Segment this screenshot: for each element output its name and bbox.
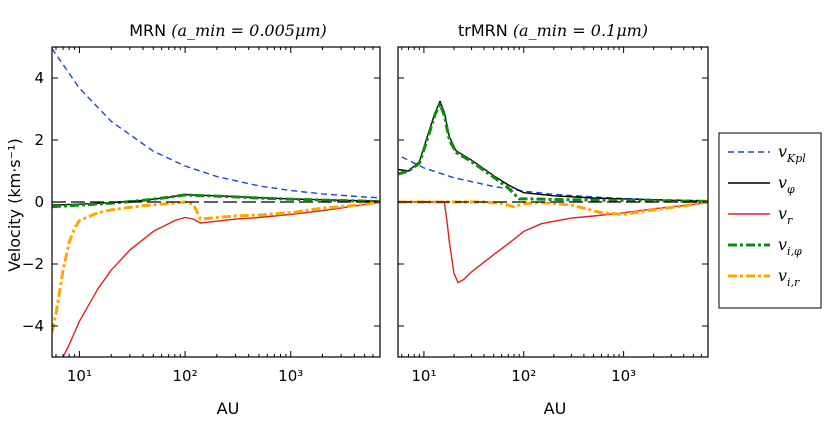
x-tick-label: 10²: [173, 367, 198, 385]
panel-title-trmrn: trMRN (a_min = 0.1μm): [458, 21, 648, 40]
legend-label: vr: [778, 204, 793, 227]
x-tick-label: 10³: [611, 367, 636, 385]
plot-area: [52, 48, 380, 357]
series-line-v-i-r: [52, 200, 380, 333]
series-line-v-i-: [398, 102, 708, 203]
title-math: (a_min = 0.005μm): [171, 21, 327, 40]
x-axis-label-mrn: AU: [217, 399, 240, 418]
series-line-v-i-: [52, 193, 380, 209]
x-tick-label: 10²: [511, 367, 536, 385]
series-line-v-kpl: [52, 48, 380, 199]
series-line-v-kpl: [401, 156, 708, 202]
legend-box: [718, 132, 822, 309]
panel-trmrn: trMRN (a_min = 0.1μm) 10¹ 10² 10³: [397, 21, 709, 385]
legend-label: vφ: [778, 173, 795, 196]
y-tick-label: 2: [34, 131, 44, 149]
x-axis-label-trmrn: AU: [544, 399, 567, 418]
series-line-v-r: [62, 201, 380, 357]
series-line-v-: [398, 100, 708, 202]
x-tick-label: 10¹: [411, 367, 436, 385]
series-line-v-r: [398, 201, 708, 284]
x-tick-label: 10¹: [67, 367, 92, 385]
legend-label: vKpl: [778, 142, 806, 165]
title-main: MRN: [129, 21, 166, 40]
plot-area: [398, 100, 708, 284]
y-tick-label: 0: [34, 193, 44, 211]
panel-title-mrn: MRN (a_min = 0.005μm): [129, 21, 327, 40]
y-tick-label: −4: [22, 317, 44, 335]
panel-mrn: MRN (a_min = 0.005μm) 10¹ 10² 10³ 4 2 0 −2 −4: [22, 21, 381, 385]
y-axis-label: Velocity (km·s⁻¹): [5, 138, 24, 271]
legend-label: vi,r: [778, 266, 800, 289]
y-tick-label: 4: [34, 69, 44, 87]
x-tick-label: 10³: [278, 367, 303, 385]
title-math: (a_min = 0.1μm): [513, 21, 648, 40]
legend-label: vi,φ: [778, 235, 802, 258]
y-tick-label: −2: [22, 255, 44, 273]
title-main: trMRN: [458, 21, 508, 40]
legend: vKpl vφ vr vi,φ vi,r: [718, 132, 822, 309]
